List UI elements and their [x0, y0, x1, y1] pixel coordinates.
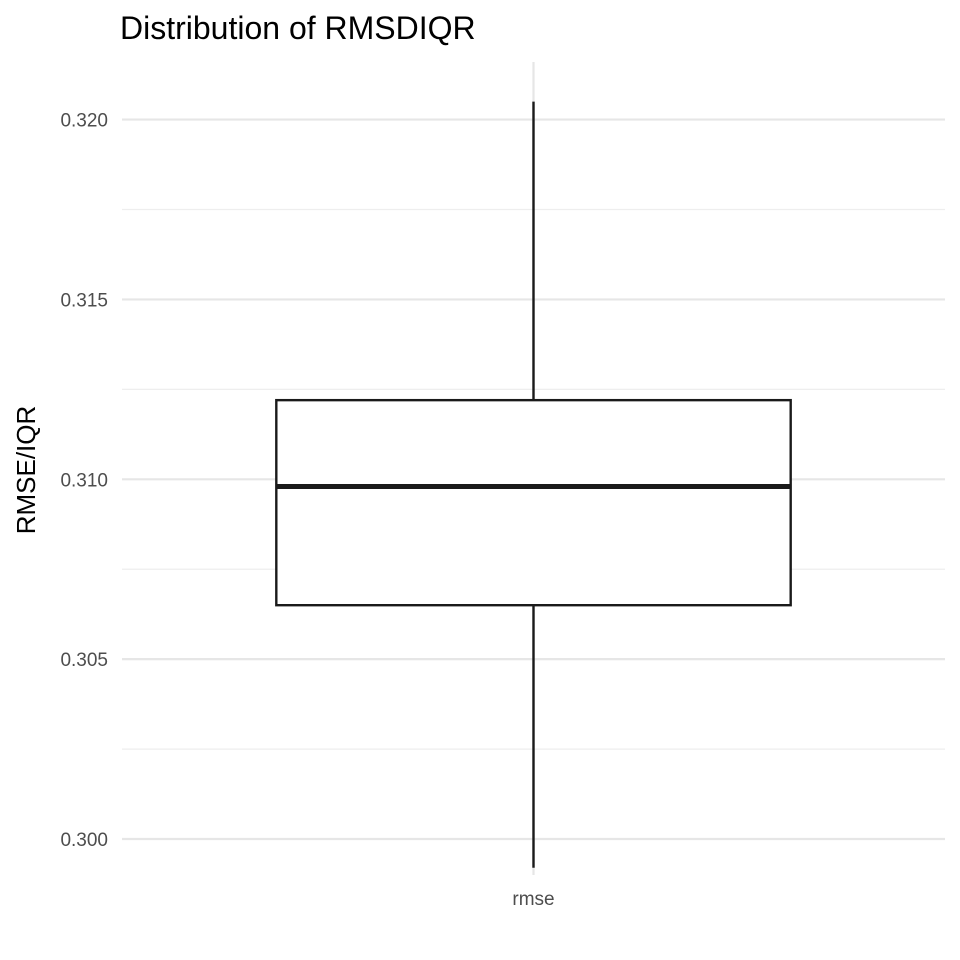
y-tick-label: 0.310: [60, 470, 108, 491]
y-tick-label: 0.300: [60, 830, 108, 851]
x-tick-label: rmse: [512, 889, 554, 910]
chart-title: Distribution of RMSDIQR: [120, 10, 476, 46]
y-axis-label: RMSE/IQR: [11, 406, 41, 535]
y-tick-label: 0.315: [60, 290, 108, 311]
x-tick-labels: rmse: [512, 889, 554, 910]
boxes: [275, 101, 792, 868]
iqr-box: [275, 398, 792, 607]
y-tick-label: 0.320: [60, 111, 108, 132]
y-tick-labels: 0.300 0.305 0.310 0.315 0.320: [60, 111, 108, 851]
y-tick-label: 0.305: [60, 650, 108, 671]
